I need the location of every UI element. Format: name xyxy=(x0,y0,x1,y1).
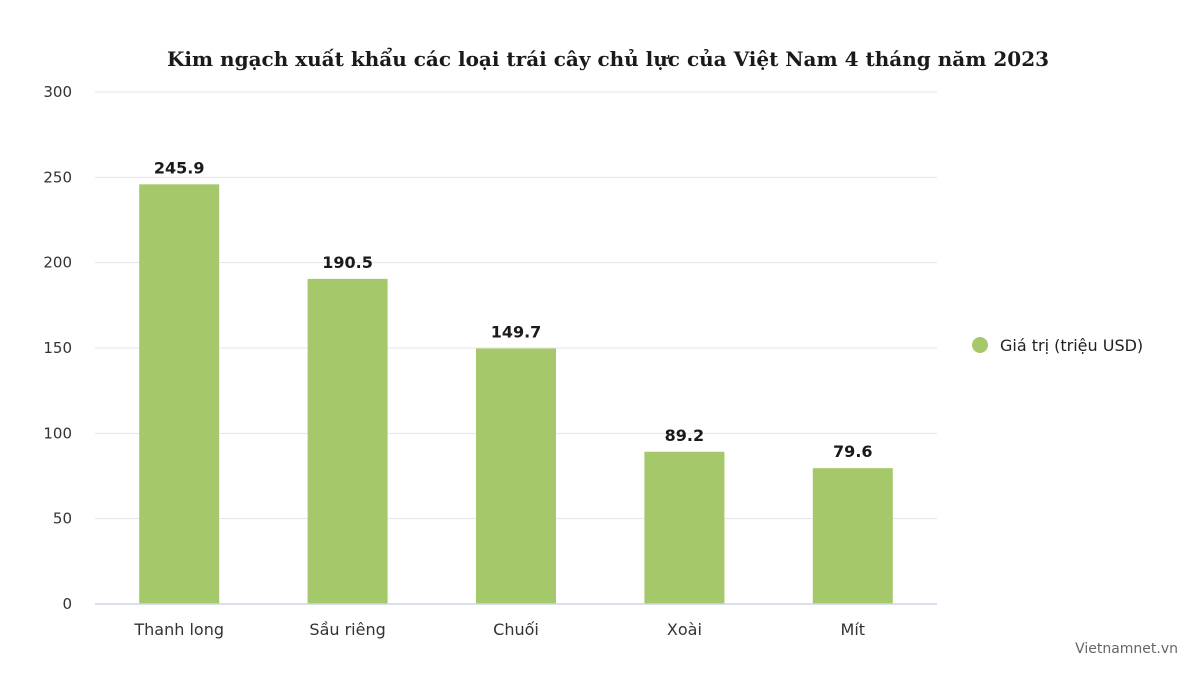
data-label: 89.2 xyxy=(665,426,704,445)
y-tick-label: 50 xyxy=(53,510,72,528)
y-tick-label: 200 xyxy=(43,254,72,272)
data-label: 79.6 xyxy=(833,442,872,461)
x-tick-label: Xoài xyxy=(667,620,702,639)
bar[interactable] xyxy=(139,184,220,604)
x-tick-label: Thanh long xyxy=(133,620,224,639)
bar[interactable] xyxy=(476,348,556,604)
legend-swatch xyxy=(972,337,988,353)
source-credit: Vietnamnet.vn xyxy=(1075,641,1178,657)
x-axis-ticks: Thanh long Sầu riêng Chuối Xoài Mít xyxy=(133,620,865,639)
data-label: 245.9 xyxy=(154,158,205,177)
data-label: 190.5 xyxy=(322,253,373,272)
legend-label: Giá trị (triệu USD) xyxy=(1000,336,1143,355)
x-tick-label: Sầu riêng xyxy=(309,620,385,639)
y-tick-label: 150 xyxy=(43,339,72,357)
data-label: 149.7 xyxy=(491,323,542,342)
bar[interactable] xyxy=(307,278,388,604)
legend[interactable]: Giá trị (triệu USD) xyxy=(972,336,1143,355)
x-tick-label: Chuối xyxy=(493,620,539,639)
y-tick-label: 100 xyxy=(43,424,72,442)
chart-title: Kim ngạch xuất khẩu các loại trái cây ch… xyxy=(167,46,1049,71)
data-labels: 245.9 190.5 149.7 89.2 79.6 xyxy=(154,158,873,461)
y-tick-label: 250 xyxy=(43,168,72,186)
y-tick-label: 0 xyxy=(62,595,72,613)
y-axis-ticks: 0 50 100 150 200 250 300 xyxy=(43,83,72,613)
grid-lines xyxy=(95,91,937,520)
x-tick-label: Mít xyxy=(841,620,866,639)
bar[interactable] xyxy=(812,468,893,604)
bars xyxy=(139,184,893,604)
y-tick-label: 300 xyxy=(43,83,72,101)
bar[interactable] xyxy=(644,451,725,604)
